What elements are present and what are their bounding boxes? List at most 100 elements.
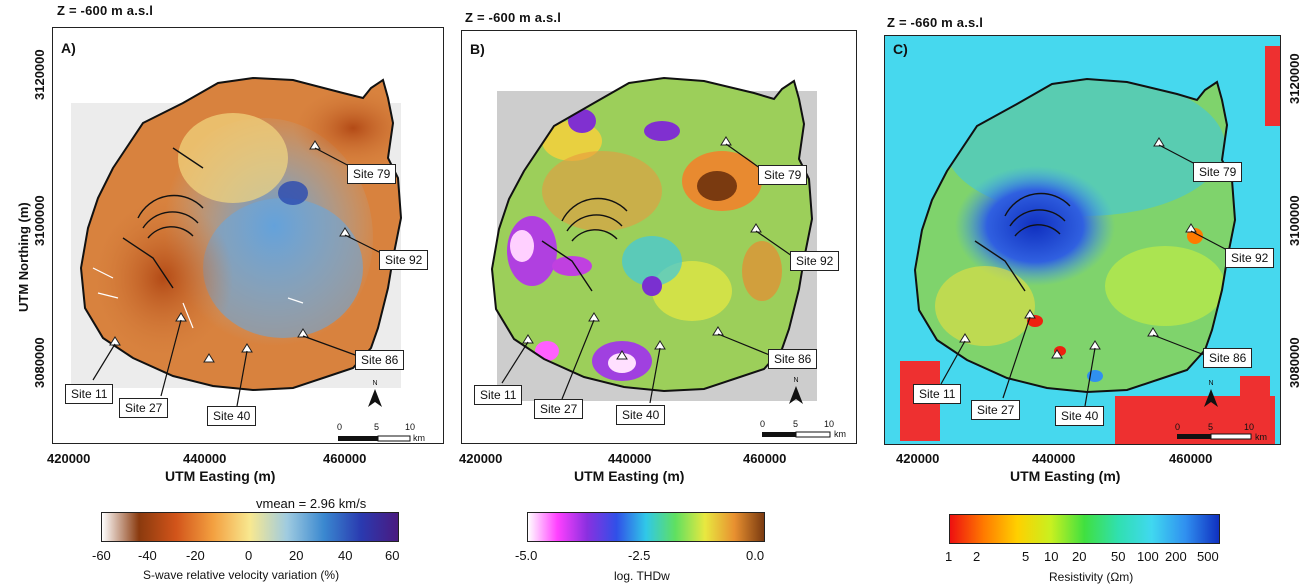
colorbar-thdw-title: log. THDw bbox=[614, 569, 670, 583]
scale-tick-10-c: 10 bbox=[1244, 422, 1255, 432]
x-axis-title-a: UTM Easting (m) bbox=[165, 468, 276, 484]
site-marker-86-b bbox=[712, 326, 724, 336]
x-tick-460000-a: 460000 bbox=[323, 451, 367, 466]
depth-label-a: Z = -600 m a.s.l bbox=[57, 3, 154, 18]
site-label-79-b: Site 79 bbox=[758, 165, 808, 185]
y-axis-title-a: UTM Northing (m) bbox=[16, 202, 31, 312]
map-c-svg bbox=[885, 36, 1280, 444]
x-tick-420000-c: 420000 bbox=[896, 451, 940, 466]
site-label-27-c: Site 27 bbox=[971, 400, 1021, 420]
map-b-svg bbox=[490, 76, 831, 438]
scale-unit-b: km bbox=[834, 429, 846, 439]
north-arrow-c: N bbox=[1203, 380, 1219, 409]
site-label-92-a: Site 92 bbox=[379, 250, 429, 270]
panel-letter-a: A) bbox=[61, 40, 76, 56]
north-arrow-b: N bbox=[788, 377, 804, 406]
colorbar-resistivity-fill bbox=[950, 515, 1219, 543]
site-label-86-b: Site 86 bbox=[768, 349, 818, 369]
site-label-11-b: Site 11 bbox=[474, 385, 523, 405]
y-tick-3120000-c: 3120000 bbox=[1287, 53, 1302, 104]
colorbar-velocity-tick-0: 0 bbox=[245, 548, 253, 563]
scale-tick-0-a: 0 bbox=[337, 422, 343, 432]
site-label-79-a: Site 79 bbox=[347, 164, 397, 184]
panel-letter-c: C) bbox=[893, 41, 908, 57]
site-label-11-a: Site 11 bbox=[65, 384, 114, 404]
x-tick-460000-c: 460000 bbox=[1169, 451, 1213, 466]
y-tick-3120000-a: 3120000 bbox=[32, 49, 47, 100]
scale-tick-10-b: 10 bbox=[824, 419, 835, 429]
scale-unit-a: km bbox=[413, 433, 425, 443]
site-label-79-c: Site 79 bbox=[1193, 162, 1243, 182]
scale-tick-0-b: 0 bbox=[760, 419, 766, 429]
colorbar-velocity-title: S-wave relative velocity variation (%) bbox=[143, 568, 340, 582]
scale-tick-5-c: 5 bbox=[1208, 422, 1214, 432]
colorbar-resistivity-tick-20: 20 bbox=[1072, 549, 1087, 564]
site-marker-86-a bbox=[297, 328, 309, 338]
colorbar-resistivity-tick-1: 1 bbox=[945, 549, 953, 564]
colorbar-velocity-tick-40: 40 bbox=[338, 548, 353, 563]
colorbar-thdw-fill bbox=[528, 513, 764, 541]
colorbar-thdw bbox=[527, 512, 765, 542]
site-label-40-c: Site 40 bbox=[1055, 406, 1105, 426]
x-tick-440000-c: 440000 bbox=[1032, 451, 1076, 466]
site-marker-79-c bbox=[1153, 137, 1165, 147]
y-tick-3080000-c: 3080000 bbox=[1287, 337, 1302, 388]
colorbar-resistivity-tick-50: 50 bbox=[1111, 549, 1126, 564]
colorbar-resistivity-tick-100: 100 bbox=[1137, 549, 1159, 564]
scale-tick-0-c: 0 bbox=[1175, 422, 1181, 432]
site-label-92-b: Site 92 bbox=[790, 251, 840, 271]
scale-tick-5-a: 5 bbox=[374, 422, 380, 432]
colorbar-velocity-tick-60: 60 bbox=[385, 548, 400, 563]
scale-tick-5-b: 5 bbox=[793, 419, 799, 429]
colorbar-thdw-tick-0: 0.0 bbox=[746, 548, 765, 563]
colorbar-resistivity-tick-5: 5 bbox=[1022, 549, 1030, 564]
map-frame-c: C) Site 79 Site 92 Site 86 Site 11 Site … bbox=[884, 35, 1281, 445]
x-tick-420000-a: 420000 bbox=[47, 451, 91, 466]
vmean-label: vmean = 2.96 km/s bbox=[256, 496, 367, 511]
site-label-40-a: Site 40 bbox=[207, 406, 257, 426]
site-marker-40a-c bbox=[1051, 349, 1063, 359]
colorbar-velocity-tick-m20: -20 bbox=[186, 548, 205, 563]
x-axis-title-b: UTM Easting (m) bbox=[574, 468, 685, 484]
site-marker-79-a bbox=[309, 140, 321, 150]
site-marker-86-c bbox=[1147, 327, 1159, 337]
site-marker-92-a bbox=[339, 227, 351, 237]
site-marker-92-c bbox=[1185, 223, 1197, 233]
colorbar-velocity-fill bbox=[102, 513, 398, 541]
site-marker-92-b bbox=[750, 223, 762, 233]
north-arrow-a: N bbox=[367, 380, 383, 409]
colorbar-resistivity-tick-200: 200 bbox=[1165, 549, 1187, 564]
site-label-86-c: Site 86 bbox=[1203, 348, 1253, 368]
x-tick-420000-b: 420000 bbox=[459, 451, 503, 466]
colorbar-velocity-tick-20: 20 bbox=[289, 548, 304, 563]
panel-letter-b: B) bbox=[470, 41, 485, 57]
colorbar-velocity-tick-m40: -40 bbox=[138, 548, 157, 563]
y-tick-3080000-a: 3080000 bbox=[32, 337, 47, 388]
colorbar-thdw-tick-m5: -5.0 bbox=[515, 548, 538, 563]
site-label-27-b: Site 27 bbox=[534, 399, 584, 419]
y-tick-3100000-a: 3100000 bbox=[32, 195, 47, 246]
x-tick-440000-b: 440000 bbox=[608, 451, 652, 466]
x-axis-title-c: UTM Easting (m) bbox=[1010, 468, 1121, 484]
depth-label-b: Z = -600 m a.s.l bbox=[465, 10, 562, 25]
colorbar-resistivity-tick-2: 2 bbox=[973, 549, 981, 564]
colorbar-resistivity-tick-500: 500 bbox=[1197, 549, 1219, 564]
colorbar-resistivity-tick-10: 10 bbox=[1044, 549, 1059, 564]
depth-label-c: Z = -660 m a.s.l bbox=[887, 15, 984, 30]
site-label-27-a: Site 27 bbox=[119, 398, 169, 418]
y-tick-3100000-c: 3100000 bbox=[1287, 195, 1302, 246]
x-tick-440000-a: 440000 bbox=[183, 451, 227, 466]
map-a-svg bbox=[71, 76, 411, 442]
x-tick-460000-b: 460000 bbox=[743, 451, 787, 466]
colorbar-resistivity bbox=[949, 514, 1220, 544]
map-frame-b: B) Site 79 Site 92 Site 86 Site 11 Site … bbox=[461, 30, 857, 444]
site-label-86-a: Site 86 bbox=[355, 350, 405, 370]
site-marker-79-b bbox=[720, 136, 732, 146]
scale-tick-10-a: 10 bbox=[405, 422, 416, 432]
colorbar-velocity-tick-m60: -60 bbox=[92, 548, 111, 563]
scale-unit-c: km bbox=[1255, 432, 1267, 442]
colorbar-thdw-tick-m2-5: -2.5 bbox=[628, 548, 651, 563]
site-marker-40a-a bbox=[203, 353, 215, 363]
colorbar-resistivity-title: Resistivity (Ωm) bbox=[1049, 570, 1134, 584]
map-frame-a: A) Site 79 Site 92 Site 86 Site 11 Site … bbox=[52, 27, 444, 444]
